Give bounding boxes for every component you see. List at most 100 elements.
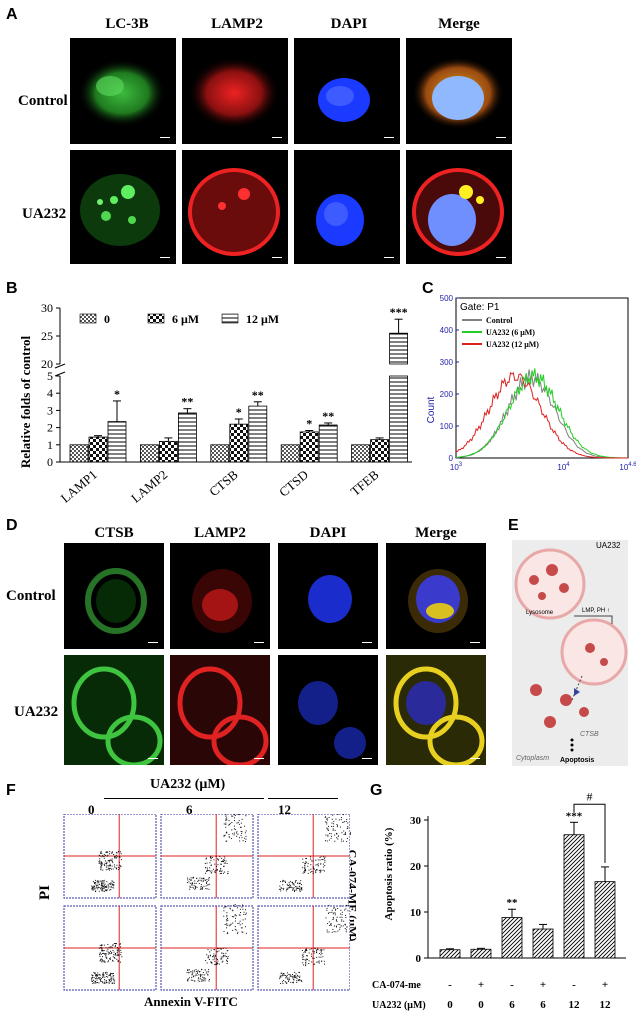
channel-label-merge: Merge: [438, 16, 480, 32]
bar-series: *****#: [439, 790, 616, 959]
x-tick-label: LAMP1: [58, 467, 100, 506]
x-tick-label: 103: [450, 462, 463, 472]
flow-plot: [257, 904, 350, 991]
y-axis-label: Relative folds of control: [18, 335, 33, 468]
plot-frame: [455, 297, 629, 459]
y-tick-label: 0: [416, 953, 422, 965]
y-tick-label: 3: [47, 403, 53, 417]
histogram-line: [455, 371, 629, 459]
condition-cell: -: [510, 979, 514, 991]
panel-label-f: F: [6, 782, 16, 799]
condition-cell: 12: [569, 999, 581, 1011]
legend-label: 6 μM: [172, 312, 199, 326]
y-tick-label: 1: [47, 438, 53, 452]
legend-label: Control: [486, 316, 513, 325]
panel-b-chart: Relative folds of control 0 1 2 3 4 520 25 30 *…: [18, 301, 412, 506]
flow-plot: [160, 904, 254, 991]
significance-label: ***: [390, 305, 408, 319]
micrograph-d-control-dapi: [278, 543, 378, 649]
significance-label: *: [306, 417, 312, 431]
panel-label-d: D: [6, 517, 18, 534]
bar: [280, 444, 300, 463]
condition-cell: +: [602, 979, 608, 991]
flow-plot-grid: [63, 814, 350, 991]
bracket-label: #: [587, 790, 593, 803]
bar: [177, 412, 197, 463]
axes: 0 10 20 30: [410, 815, 626, 965]
lmp-label: LMP, PH ↑: [582, 608, 610, 614]
y-tick-label: 0: [47, 455, 53, 469]
ua232-title: UA232 (μM): [150, 777, 226, 792]
y-tick-label: 10: [410, 907, 422, 919]
condition-cell: 6: [509, 999, 515, 1011]
panel-label-a: A: [6, 6, 18, 23]
micrograph-d-control-lamp2: [170, 543, 270, 649]
y-tick-label: 20: [410, 861, 422, 873]
title-underline: [104, 798, 264, 799]
ua232-label: UA232: [596, 541, 621, 550]
bar: [318, 424, 338, 463]
panel-e-schematic: UA232 Lysosome LMP, PH ↑ CTSB Cytoplasm …: [512, 540, 628, 766]
micrograph-a-control-lamp2: [182, 38, 288, 144]
bar: [88, 436, 108, 463]
significance-label: **: [252, 388, 264, 402]
bar: [470, 948, 492, 959]
x-tick-label: 104.6: [619, 462, 636, 472]
legend: Control UA232 (6 μM) UA232 (12 μM): [462, 316, 539, 349]
lysosome-1: [514, 548, 586, 620]
micrograph-a-control-dapi: [294, 38, 400, 144]
lysosome-label: Lysosome: [526, 610, 554, 616]
legend-label: 12 μM: [246, 312, 279, 326]
condition-cell: +: [540, 979, 546, 991]
bar: [389, 375, 409, 463]
condition-cell: 12: [600, 999, 612, 1011]
micrograph-a-ua232-lc3b: [70, 150, 176, 264]
channel-label-lamp2: LAMP2: [211, 16, 263, 32]
x-axis-label: Annexin V-FITC: [144, 994, 238, 1009]
condition-table: CA-074-me UA232 (μM) - + - + - +0 0 6 6 12 12: [372, 979, 611, 1011]
legend-label: UA232 (6 μM): [486, 328, 535, 337]
panel-label-b: B: [6, 280, 18, 297]
x-tick-label: CTSB: [206, 467, 241, 500]
y-axis-label: PI: [37, 885, 53, 900]
bar: [210, 444, 230, 463]
y-tick-label: 30: [41, 301, 53, 315]
bar: [69, 444, 89, 463]
bar: [158, 440, 178, 463]
bar: [351, 444, 371, 463]
ctsb-label: CTSB: [580, 731, 599, 738]
channel-label-ctsb: CTSB: [94, 525, 134, 541]
y-axis-label: Apoptosis ratio (%): [383, 827, 395, 920]
micrograph-a-control-merge: [406, 38, 512, 144]
lysosome-2: [560, 618, 628, 686]
micrograph-d-ua232-dapi: [278, 655, 378, 765]
legend-swatch: [221, 313, 239, 324]
panel-label-c: C: [422, 280, 434, 297]
y-tick-label: 100: [440, 422, 454, 431]
legend-swatch: [79, 313, 97, 324]
comparison-bracket: [573, 803, 606, 863]
flow-plot: [63, 814, 157, 899]
x-tick-labels: 103 104 104.6: [450, 462, 636, 472]
micrograph-d-ua232-ctsb: [64, 655, 164, 765]
y-tick-labels: 0 100 200 300 400 500: [440, 294, 459, 463]
micrograph-a-ua232-dapi: [294, 150, 400, 264]
bar: [370, 439, 390, 463]
row-label-ua232: UA232: [14, 704, 59, 720]
micrograph-a-ua232-lamp2: [182, 150, 288, 264]
y-axis-label: Count: [426, 396, 437, 423]
condition-cell: -: [448, 979, 452, 991]
micrograph-d-control-merge: [386, 543, 486, 649]
bar: [248, 405, 268, 463]
y-tick-label: 0: [449, 454, 454, 463]
channel-label-merge: Merge: [415, 525, 457, 541]
y-tick-label: 25: [41, 329, 53, 343]
bar-series: ************: [69, 305, 409, 463]
bar: [532, 928, 554, 959]
bar: [139, 444, 159, 463]
y-tick-label: 200: [440, 390, 454, 399]
chart-title: Gate: P1: [460, 302, 500, 313]
panel-label-e: E: [508, 517, 519, 534]
